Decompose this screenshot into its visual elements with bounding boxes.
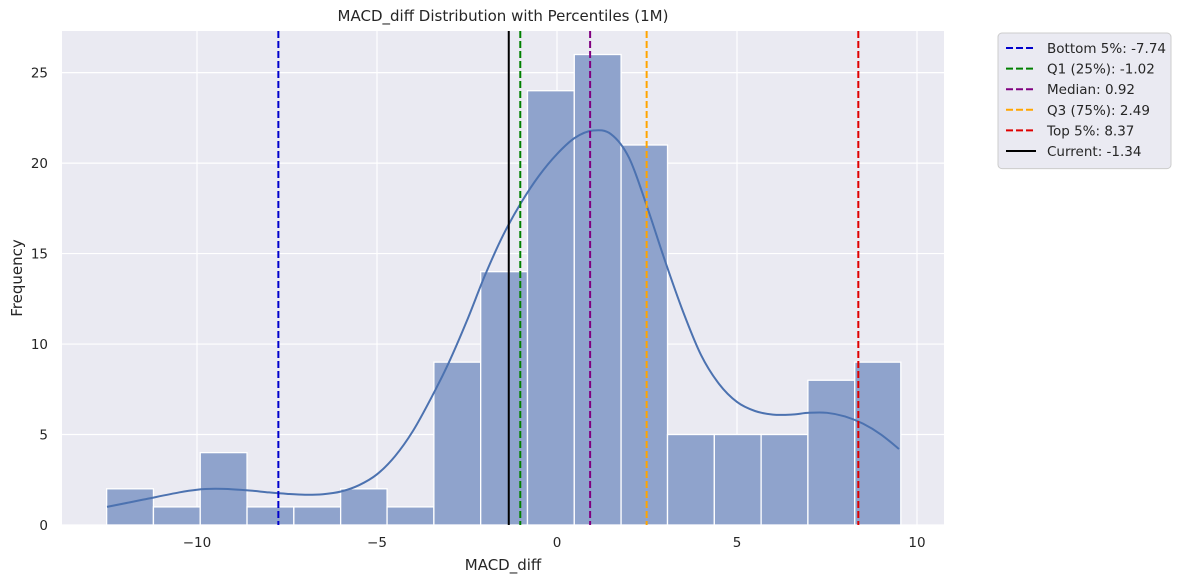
legend-entry: Current: -1.34	[1047, 144, 1141, 160]
legend-entry: Bottom 5%: -7.74	[1047, 41, 1166, 57]
x-axis-label: MACD_diff	[465, 556, 542, 575]
legend-box	[997, 32, 1172, 170]
histogram-bar	[152, 506, 201, 526]
histogram-bar	[807, 379, 856, 526]
y-tick-label: 20	[31, 156, 48, 172]
legend-entry: Median: 0.92	[1047, 82, 1135, 98]
histogram-bar	[666, 433, 715, 526]
histogram-bar	[526, 90, 575, 526]
x-tick-label: 0	[553, 535, 562, 551]
legend: Bottom 5%: -7.74 Q1 (25%): -1.02 Median: 0…	[997, 32, 1172, 170]
y-tick-label: 25	[31, 66, 48, 82]
legend-entry: Top 5%: 8.37	[1046, 123, 1134, 139]
x-tick-label: 5	[733, 535, 742, 551]
histogram-bar	[293, 506, 342, 526]
y-axis-label: Frequency	[8, 239, 26, 317]
chart-title: MACD_diff Distribution with Percentiles …	[338, 7, 669, 26]
histogram-bar	[433, 361, 482, 526]
histogram-bar	[339, 488, 388, 526]
histogram-bar	[105, 488, 155, 526]
y-tick-label: 15	[31, 247, 48, 263]
histogram-bar	[620, 144, 669, 526]
x-tick-label: 10	[908, 535, 925, 551]
y-tick-label: 5	[39, 428, 48, 444]
legend-entry: Q1 (25%): -1.02	[1047, 62, 1155, 78]
axis-ticks: −10 −5 0 5 10 0 5 10 15 20 25	[31, 66, 926, 551]
histogram-bar	[386, 506, 435, 526]
x-tick-label: −5	[367, 535, 387, 551]
x-tick-label: −10	[183, 535, 212, 551]
y-tick-label: 10	[31, 337, 48, 353]
y-tick-label: 0	[39, 518, 48, 534]
histogram-bar	[573, 53, 622, 526]
histogram-bar	[246, 506, 295, 526]
reference-lines	[277, 31, 860, 525]
legend-entry: Q3 (75%): 2.49	[1047, 103, 1150, 119]
histogram-bar	[760, 433, 809, 526]
histogram-bar	[713, 433, 762, 526]
